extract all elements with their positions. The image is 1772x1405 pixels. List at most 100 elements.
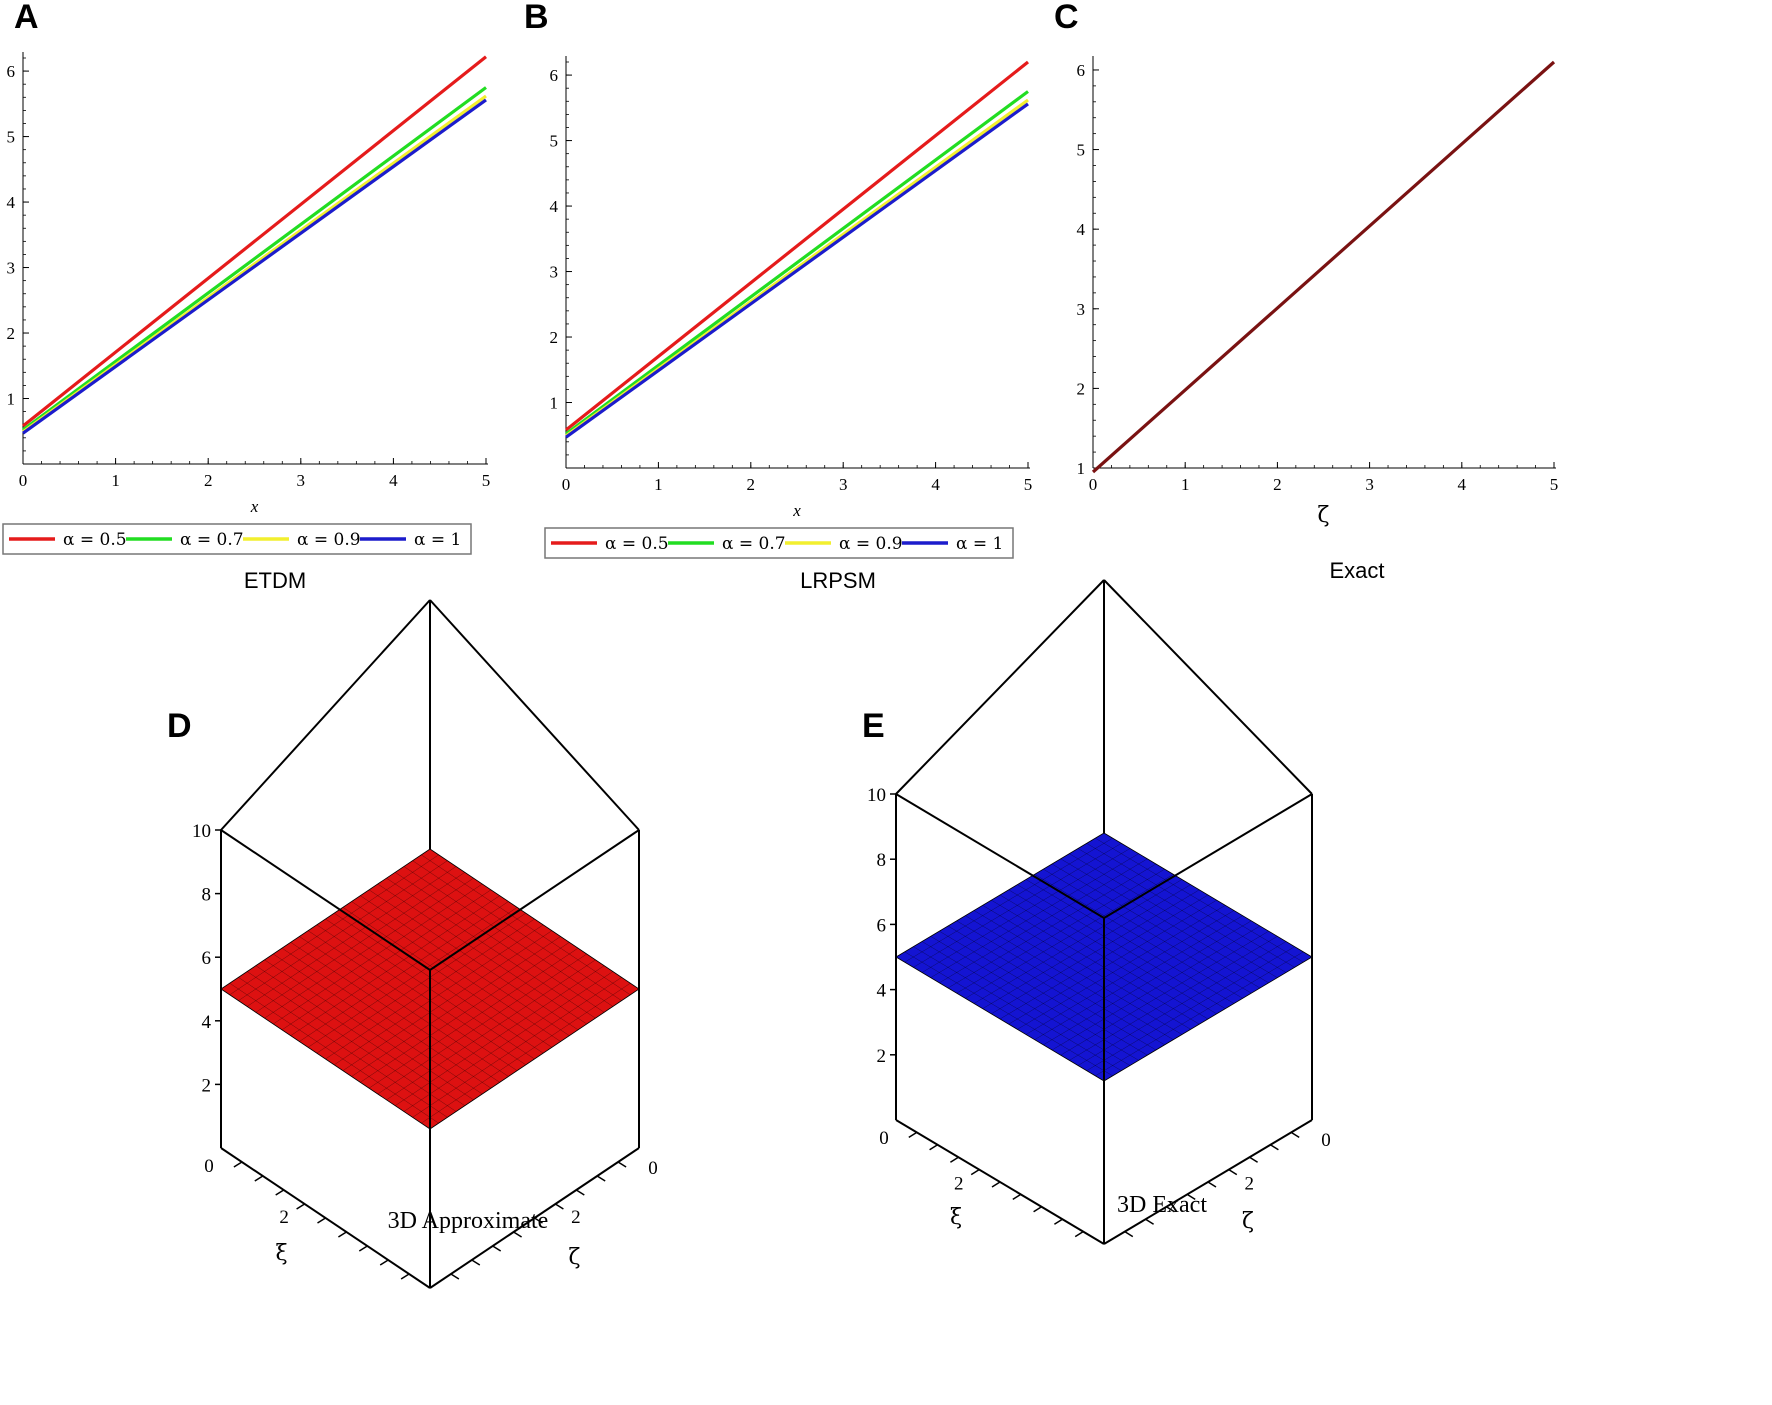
grid-line (1095, 951, 1304, 1077)
xi-tick (400, 1273, 410, 1280)
x-tick-label: 4 (389, 471, 398, 490)
box-edge (895, 579, 1105, 795)
zeta-tick (1270, 1144, 1279, 1151)
series-line-3 (565, 102, 1029, 439)
xi-tick (296, 1203, 305, 1210)
xi-tick (338, 1231, 347, 1238)
legend-label: α = 0.7 (722, 534, 786, 554)
chart-panel-b: B 0 1 2 3 4 5 1 2 3 4 5 6 x α = 0.5 α = 0.7 α = 0.9 α = 1… (524, 0, 1032, 593)
z-tick-label: 10 (192, 821, 211, 842)
xi-axis-label: ξ (275, 1241, 287, 1266)
zeta-axis-label: ζ (1242, 1209, 1254, 1234)
grid-line (229, 982, 439, 1124)
zeta-tick (534, 1217, 543, 1224)
xi-tick (991, 1181, 1001, 1188)
y-tick-label: 5 (550, 132, 559, 151)
y-tick-label: 4 (7, 193, 16, 212)
grid-line (421, 982, 631, 1124)
grid-line (904, 951, 1113, 1077)
x-tick-label: 5 (482, 471, 491, 490)
grid-line (412, 977, 622, 1118)
y-tick-label: 1 (7, 390, 16, 409)
zeta-tick-label: 0 (648, 1158, 658, 1179)
panel-caption: LRPSM (800, 568, 876, 593)
grid-line (1077, 941, 1287, 1066)
y-tick-label: 6 (550, 66, 559, 85)
surface-grid (220, 848, 640, 1130)
series-line-0 (1091, 60, 1556, 474)
legend-label: α = 1 (956, 534, 1003, 554)
series-line-0 (22, 55, 487, 428)
x-tick-label: 1 (111, 471, 120, 490)
y-tick-label: 4 (550, 197, 559, 216)
box-edge (220, 599, 431, 831)
surface-grid (895, 832, 1313, 1082)
x-tick-label: 0 (562, 475, 571, 494)
z-tick-label: 8 (877, 850, 887, 871)
zeta-tick-label: 2 (1244, 1173, 1254, 1194)
z-zero-label: 0 (879, 1128, 889, 1149)
xi-tick (1074, 1230, 1084, 1238)
x-tick-label: 2 (1273, 475, 1282, 494)
grid-line (220, 988, 431, 1130)
x-tick-label: 2 (204, 471, 213, 490)
y-tick-label: 3 (550, 263, 559, 282)
x-tick-label: 3 (297, 471, 306, 490)
xi-tick (1054, 1218, 1063, 1225)
zeta-tick (1290, 1131, 1300, 1139)
zeta-tick (1166, 1206, 1175, 1213)
z-tick-label: 4 (202, 1012, 212, 1033)
x-axis-label: x (250, 497, 259, 516)
chart-panel-d: D 2 4 6 8 10 0 2 0 2 ξ ζ 3D Approximate (167, 599, 658, 1289)
panel-letter: A (14, 0, 39, 36)
zeta-tick-label: 0 (1321, 1130, 1331, 1151)
zeta-tick (596, 1175, 606, 1182)
panel-letter: B (524, 0, 549, 36)
xi-tick (275, 1189, 285, 1196)
grid-line (1086, 946, 1295, 1071)
zeta-tick (513, 1231, 522, 1238)
box-edge (429, 599, 640, 831)
y-tick-label: 1 (1077, 459, 1086, 478)
zeta-tick (1186, 1193, 1196, 1201)
series-line-1 (22, 86, 487, 432)
x-tick-label: 3 (839, 475, 848, 494)
xi-tick (908, 1131, 918, 1139)
zeta-tick (1145, 1218, 1154, 1225)
series-line-1 (565, 90, 1029, 436)
xi-tick (317, 1217, 326, 1224)
panel-caption: 3D Exact (1117, 1192, 1207, 1218)
xi-axis-label: ξ (950, 1205, 962, 1230)
z-tick-label: 2 (877, 1046, 887, 1067)
z-tick-label: 8 (202, 885, 212, 906)
z-tick-label: 6 (202, 948, 212, 969)
panel-caption: Exact (1329, 558, 1384, 583)
x-tick-label: 0 (19, 471, 28, 490)
legend: α = 0.5 α = 0.7 α = 0.9 α = 1 (544, 527, 1014, 559)
y-tick-label: 1 (550, 394, 559, 413)
panel-letter: D (167, 707, 192, 745)
xi-tick (358, 1245, 368, 1252)
box-edge (1103, 793, 1313, 919)
zeta-tick (575, 1189, 585, 1196)
zeta-tick (1228, 1168, 1238, 1176)
legend-label: α = 0.7 (180, 530, 244, 550)
z-zero-label: 0 (204, 1156, 214, 1177)
zeta-tick (450, 1273, 460, 1280)
y-tick-label: 3 (1077, 300, 1086, 319)
legend-label: α = 1 (414, 530, 461, 550)
y-tick-label: 2 (1077, 379, 1086, 398)
grid-line (403, 971, 614, 1112)
box-edge (429, 829, 640, 971)
legend-label: α = 0.5 (63, 530, 127, 550)
x-tick-label: 2 (747, 475, 756, 494)
zeta-tick-label: 2 (571, 1207, 581, 1228)
y-tick-label: 5 (1077, 141, 1086, 160)
x-tick-label: 1 (1181, 475, 1190, 494)
x-tick-label: 3 (1365, 475, 1374, 494)
y-tick-label: 2 (550, 328, 559, 347)
xi-tick (970, 1168, 980, 1176)
z-tick-label: 4 (877, 981, 887, 1002)
